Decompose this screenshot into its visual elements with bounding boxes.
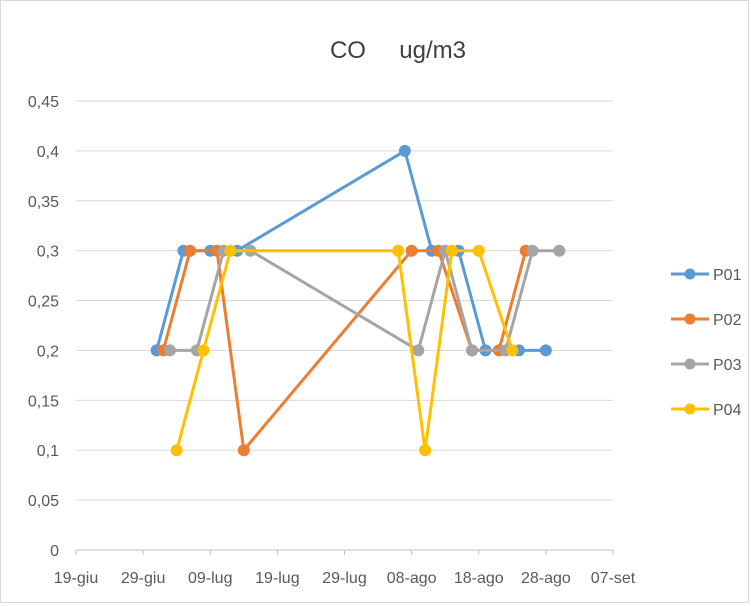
data-point-p04 [419, 444, 432, 457]
y-tick-label: 0,2 [37, 343, 59, 360]
data-point-p04 [445, 244, 458, 257]
gridlines [76, 100, 613, 501]
y-tick-label: 0,05 [28, 493, 59, 510]
x-tick-label: 19-lug [255, 570, 299, 587]
data-point-p04 [472, 244, 485, 257]
y-tick-label: 0,4 [37, 144, 59, 161]
data-point-p01 [539, 344, 552, 357]
y-tick-label: 0,35 [28, 194, 59, 211]
data-point-p03 [526, 244, 539, 257]
legend-marker-p02 [684, 313, 696, 325]
data-point-p01 [398, 144, 411, 157]
legend-marker-p04 [684, 403, 696, 415]
x-tick-label: 19-giu [54, 570, 98, 587]
data-point-p03 [466, 344, 478, 357]
y-tick-label: 0 [50, 543, 59, 560]
y-tick-label: 0,1 [37, 443, 59, 460]
data-point-p02 [184, 244, 197, 257]
data-point-p04 [506, 344, 519, 357]
x-tick-label: 07-set [591, 570, 636, 587]
data-point-p02 [237, 444, 250, 457]
y-tick-label: 0,15 [28, 393, 59, 410]
data-point-p03 [412, 344, 425, 357]
series-line-p03 [170, 249, 560, 352]
data-point-p03 [164, 344, 176, 357]
legend-label-p01: P01 [713, 267, 742, 284]
x-tick-label: 18-ago [454, 570, 504, 587]
data-point-p04 [170, 444, 183, 457]
x-tick-label: 29-giu [121, 570, 165, 587]
series-layer [150, 144, 566, 457]
legend-marker-p03 [684, 358, 696, 370]
legend-label-p03: P03 [713, 357, 742, 374]
legend: P01 P02 P03 P04 [671, 267, 742, 419]
data-point-p02 [405, 244, 418, 257]
x-tick-label: 09-lug [188, 570, 232, 587]
axes: 0 0,05 0,1 0,15 0,2 0,25 0,3 0,35 0,4 0,45 19-giu 2… [28, 94, 636, 587]
x-tick-label: 08-ago [387, 570, 437, 587]
x-tick-label: 28-ago [521, 570, 571, 587]
data-point-p03 [553, 244, 566, 257]
y-tick-label: 0,3 [37, 244, 59, 261]
y-tick-label: 0,45 [28, 94, 59, 111]
x-tick-label: 29-lug [322, 570, 366, 587]
legend-label-p02: P02 [713, 312, 742, 329]
legend-marker-p01 [684, 268, 696, 280]
legend-label-p04: P04 [713, 402, 742, 419]
data-point-p04 [224, 244, 237, 257]
chart-title: CO ug/m3 [330, 37, 466, 64]
y-tick-label: 0,25 [28, 294, 59, 311]
data-point-p04 [197, 344, 210, 357]
data-point-p04 [392, 244, 405, 257]
